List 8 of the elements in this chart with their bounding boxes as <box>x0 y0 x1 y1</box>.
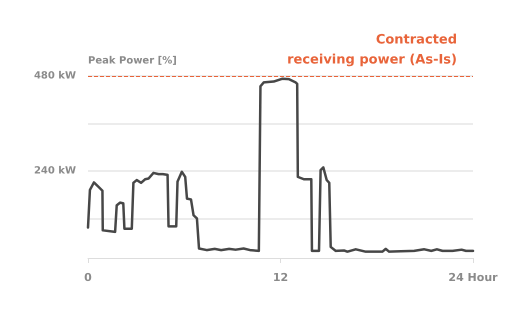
ref-line-label: Contracted receiving power (As-Is) <box>287 32 457 68</box>
line-series <box>86 78 474 253</box>
y-axis-title: Peak Power [%] <box>88 56 177 66</box>
y-tick-label: 480 kW <box>34 70 76 82</box>
x-tick-label: 24 Hour <box>448 271 498 284</box>
y-tick-label: 240 kW <box>34 165 76 176</box>
x-tick-label: 12 <box>272 271 288 284</box>
x-tick-label: 0 <box>84 271 92 284</box>
